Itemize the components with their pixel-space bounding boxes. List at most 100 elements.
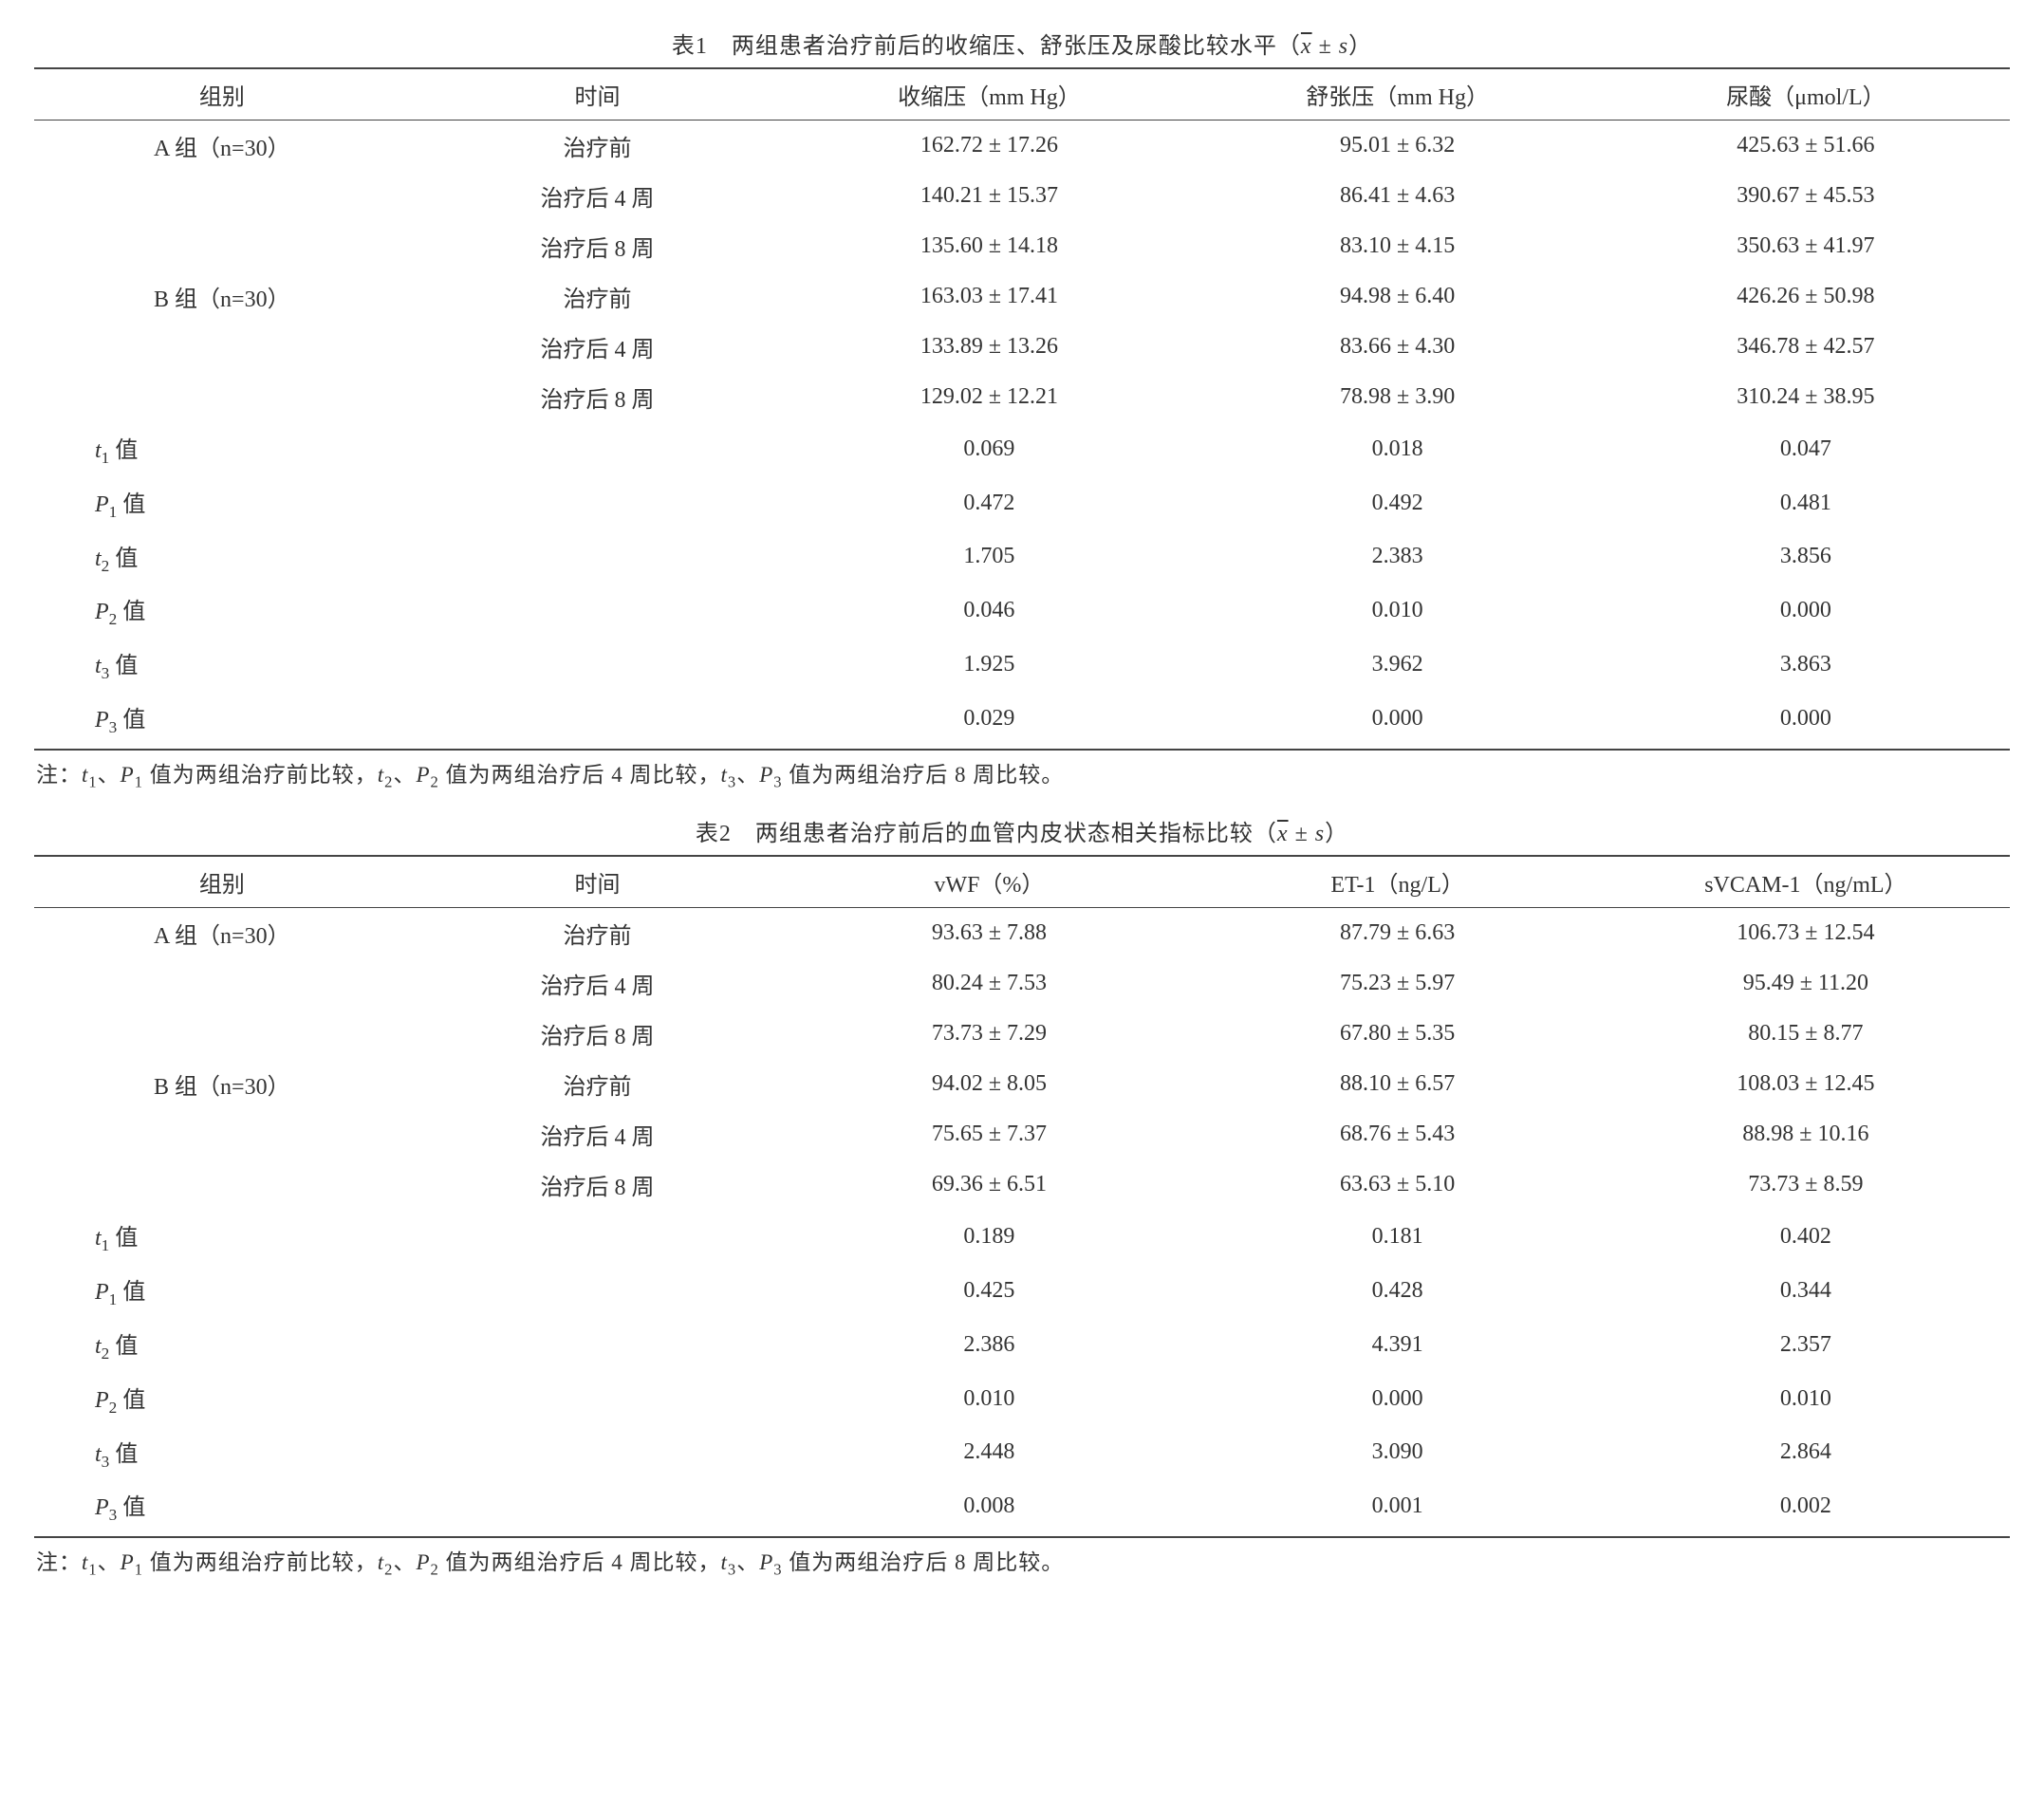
stat-symbol: t <box>95 1442 102 1467</box>
table-row: B 组（n=30）治疗前94.02 ± 8.0588.10 ± 6.57108.… <box>34 1059 2010 1109</box>
stat-label: P3 值 <box>34 692 410 750</box>
empty-cell <box>410 692 786 750</box>
value-cell: 346.78 ± 42.57 <box>1602 322 2010 372</box>
note-part: 2 <box>431 772 439 790</box>
stat-suffix: 值 <box>109 547 138 571</box>
stat-row: P2 值0.0460.0100.000 <box>34 584 2010 638</box>
empty-cell <box>410 530 786 584</box>
stat-value-cell: 1.705 <box>785 530 1193 584</box>
stat-row: t3 值2.4483.0902.864 <box>34 1426 2010 1480</box>
value-cell: 425.63 ± 51.66 <box>1602 121 2010 172</box>
group-cell <box>34 372 410 422</box>
note-part: 注： <box>36 1550 82 1574</box>
stat-row: t2 值2.3864.3912.357 <box>34 1318 2010 1372</box>
value-cell: 83.66 ± 4.30 <box>1194 322 1602 372</box>
stat-row: t1 值0.1890.1810.402 <box>34 1210 2010 1264</box>
value-cell: 83.10 ± 4.15 <box>1194 221 1602 271</box>
xbar-symbol: x <box>1301 34 1312 59</box>
stat-row: t1 值0.0690.0180.047 <box>34 422 2010 476</box>
table-2-title: 表2 两组患者治疗前后的血管内皮状态相关指标比较（x ± s） <box>34 814 2010 847</box>
note-part: P <box>416 1550 430 1574</box>
stat-value-cell: 0.008 <box>785 1479 1193 1537</box>
table-2-wrap: 表2 两组患者治疗前后的血管内皮状态相关指标比较（x ± s）组别时间vWF（%… <box>34 814 2010 1592</box>
time-cell: 治疗后 8 周 <box>410 1009 786 1059</box>
stat-symbol: P <box>95 1280 109 1305</box>
title-prefix: 表1 两组患者治疗前后的收缩压、舒张压及尿酸比较水平（ <box>672 34 1301 59</box>
note-part: P <box>759 763 773 787</box>
title-prefix: 表2 两组患者治疗前后的血管内皮状态相关指标比较（ <box>696 822 1277 846</box>
note-part: 3 <box>773 772 782 790</box>
empty-cell <box>410 1479 786 1537</box>
value-cell: 162.72 ± 17.26 <box>785 121 1193 172</box>
stat-row: P1 值0.4720.4920.481 <box>34 476 2010 530</box>
stat-suffix: 值 <box>109 438 138 463</box>
note-part: 1 <box>135 1561 143 1579</box>
group-cell <box>34 1159 410 1210</box>
group-cell: B 组（n=30） <box>34 271 410 322</box>
value-cell: 87.79 ± 6.63 <box>1194 908 1602 959</box>
value-cell: 140.21 ± 15.37 <box>785 171 1193 221</box>
stat-value-cell: 0.001 <box>1194 1479 1602 1537</box>
time-cell: 治疗前 <box>410 908 786 959</box>
stat-value-cell: 0.000 <box>1602 692 2010 750</box>
stat-symbol: t <box>95 1226 102 1251</box>
stat-symbol: t <box>95 654 102 678</box>
stat-symbol: P <box>95 492 109 517</box>
group-cell: A 组（n=30） <box>34 121 410 172</box>
table-2-note: 注：t1、P1 值为两组治疗前比较，t2、P2 值为两组治疗后 4 周比较，t3… <box>34 1538 2010 1593</box>
note-part: 、 <box>393 1550 416 1574</box>
col-header: 组别 <box>34 68 410 121</box>
stat-label: P3 值 <box>34 1479 410 1537</box>
stat-value-cell: 0.402 <box>1602 1210 2010 1264</box>
table-row: 治疗后 4 周75.65 ± 7.3768.76 ± 5.4388.98 ± 1… <box>34 1109 2010 1159</box>
group-cell <box>34 1109 410 1159</box>
stat-value-cell: 0.472 <box>785 476 1193 530</box>
value-cell: 350.63 ± 41.97 <box>1602 221 2010 271</box>
value-cell: 95.49 ± 11.20 <box>1602 958 2010 1009</box>
col-header: 时间 <box>410 68 786 121</box>
stat-symbol: P <box>95 708 109 733</box>
note-part: t <box>721 763 728 787</box>
stat-symbol: t <box>95 547 102 571</box>
value-cell: 108.03 ± 12.45 <box>1602 1059 2010 1109</box>
stat-value-cell: 1.925 <box>785 638 1193 692</box>
empty-cell <box>410 1426 786 1480</box>
note-part: 、 <box>736 1550 759 1574</box>
empty-cell <box>410 1318 786 1372</box>
value-cell: 163.03 ± 17.41 <box>785 271 1193 322</box>
stat-row: t3 值1.9253.9623.863 <box>34 638 2010 692</box>
note-part: 值为两组治疗前比较， <box>143 763 378 787</box>
stat-value-cell: 2.448 <box>785 1426 1193 1480</box>
note-part: 、 <box>393 763 416 787</box>
value-cell: 73.73 ± 8.59 <box>1602 1159 2010 1210</box>
note-part: 值为两组治疗后 4 周比较， <box>439 763 721 787</box>
group-cell <box>34 958 410 1009</box>
table-row: A 组（n=30）治疗前162.72 ± 17.2695.01 ± 6.3242… <box>34 121 2010 172</box>
time-cell: 治疗前 <box>410 1059 786 1109</box>
stat-value-cell: 0.029 <box>785 692 1193 750</box>
col-header: 舒张压（mm Hg） <box>1194 68 1602 121</box>
group-cell: B 组（n=30） <box>34 1059 410 1109</box>
time-cell: 治疗后 4 周 <box>410 1109 786 1159</box>
stat-label: t2 值 <box>34 530 410 584</box>
empty-cell <box>410 476 786 530</box>
value-cell: 129.02 ± 12.21 <box>785 372 1193 422</box>
value-cell: 93.63 ± 7.88 <box>785 908 1193 959</box>
col-header: 时间 <box>410 856 786 908</box>
table-row: 治疗后 4 周80.24 ± 7.5375.23 ± 5.9795.49 ± 1… <box>34 958 2010 1009</box>
stat-value-cell: 0.344 <box>1602 1264 2010 1318</box>
note-part: P <box>121 1550 135 1574</box>
col-header: 收缩压（mm Hg） <box>785 68 1193 121</box>
table-row: 治疗后 4 周140.21 ± 15.3786.41 ± 4.63390.67 … <box>34 171 2010 221</box>
note-part: P <box>416 763 430 787</box>
group-cell: A 组（n=30） <box>34 908 410 959</box>
stat-label: t3 值 <box>34 638 410 692</box>
note-part: 值为两组治疗前比较， <box>143 1550 378 1574</box>
plus-minus: ± <box>1312 34 1339 59</box>
plus-minus: ± <box>1289 822 1315 846</box>
stat-value-cell: 3.856 <box>1602 530 2010 584</box>
title-suffix: ） <box>1325 822 1348 846</box>
s-symbol: s <box>1315 822 1325 846</box>
value-cell: 94.98 ± 6.40 <box>1194 271 1602 322</box>
value-cell: 390.67 ± 45.53 <box>1602 171 2010 221</box>
